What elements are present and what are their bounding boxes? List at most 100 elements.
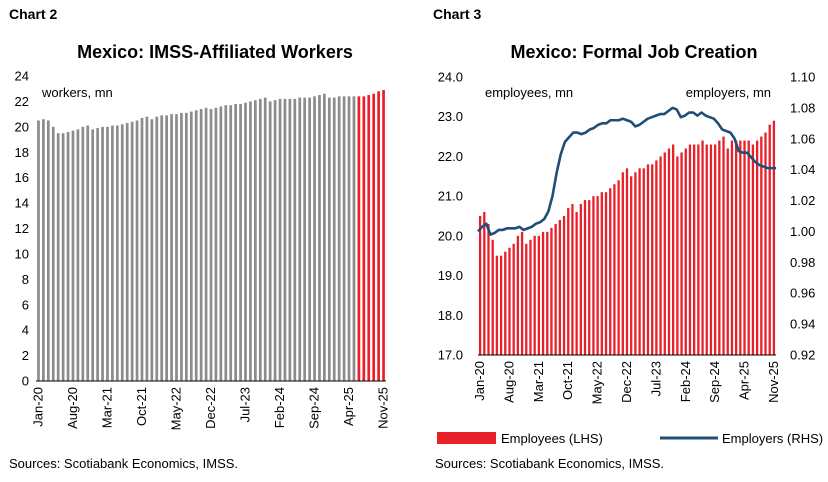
bar [739, 140, 742, 355]
y-tick-label-right: 1.02 [790, 193, 815, 208]
bar [209, 109, 213, 381]
y-tick-label: 16 [15, 170, 29, 185]
bar [529, 239, 532, 355]
x-tick-label: Feb-24 [678, 361, 693, 402]
y-tick-label: 24 [15, 69, 29, 84]
bar [617, 180, 620, 355]
y-tick-label-left: 24.0 [438, 70, 463, 85]
bar [56, 133, 60, 381]
bar [125, 123, 129, 382]
bar [382, 89, 385, 381]
bar [120, 124, 124, 381]
bar [377, 91, 380, 381]
bar [491, 239, 494, 355]
bar [592, 196, 595, 355]
legend-label-employees: Employees (LHS) [501, 431, 603, 446]
x-tick-label: May-22 [590, 361, 605, 404]
employers-line [477, 106, 776, 236]
bar [46, 120, 50, 381]
chart-panel-workers: Chart 2 Mexico: IMSS-Affiliated Workers … [9, 6, 391, 471]
legend-swatch-employees [437, 432, 496, 444]
y-tick-label: 10 [15, 246, 29, 261]
x-tick-label: Apr-25 [737, 361, 752, 400]
bar [150, 119, 154, 382]
bar [254, 100, 257, 382]
bar [273, 100, 277, 382]
bar [313, 96, 316, 381]
y-tick-label-left: 23.0 [438, 109, 463, 124]
bar [258, 98, 262, 382]
bar [512, 243, 515, 355]
bar [140, 117, 144, 381]
chart-panel-job-creation: Chart 3 Mexico: Formal Job Creation 17.0… [414, 0, 828, 482]
y-tick-label: 0 [22, 374, 29, 389]
bar [483, 212, 486, 355]
bar [625, 168, 629, 355]
bar [680, 152, 683, 355]
bar [630, 176, 633, 355]
bar [42, 119, 45, 382]
bar [655, 160, 658, 355]
bar [66, 131, 70, 381]
bar [646, 164, 650, 355]
bar [194, 110, 198, 381]
bar [189, 111, 193, 381]
bar [533, 235, 536, 355]
bar [111, 125, 114, 381]
bar [499, 255, 503, 355]
bar [504, 251, 507, 355]
bar [293, 98, 297, 382]
x-tick-label: Aug-20 [65, 387, 80, 429]
bar [663, 152, 666, 355]
job-creation-combo-chart: 17.0 18.0 19.0 20.0 21.0 22.0 23.0 24.0 0.92 0.94… [437, 70, 823, 446]
bar [91, 129, 95, 381]
y-tick-label-right: 1.00 [790, 224, 815, 239]
bar [229, 105, 233, 381]
y-tick-label-right: 0.96 [790, 286, 815, 301]
x-tick-label: Feb-24 [272, 387, 287, 428]
bar [37, 120, 40, 381]
bar [224, 105, 228, 381]
y-tick-label-left: 18.0 [438, 308, 463, 323]
unit-label: workers, mn [41, 85, 113, 100]
bar [550, 227, 553, 355]
bar [81, 126, 85, 381]
bar [372, 93, 376, 381]
y-tick-label-left: 21.0 [438, 189, 463, 204]
bar [743, 140, 746, 355]
y-tick-label-left: 19.0 [438, 268, 463, 283]
bar [362, 96, 366, 381]
y-tick-label-right: 0.94 [790, 317, 815, 332]
bar [145, 116, 149, 382]
source-note: Sources: Scotiabank Economics, IMSS. [9, 456, 239, 471]
x-tick-label: Dec-22 [203, 387, 218, 429]
bar [170, 114, 173, 382]
bar [130, 121, 134, 381]
bar [115, 125, 119, 381]
bar [367, 95, 371, 381]
bar [357, 96, 361, 381]
chart-title: Mexico: IMSS-Affiliated Workers [77, 42, 353, 62]
bar [135, 120, 139, 381]
chart-label: Chart 3 [433, 6, 482, 22]
bar [676, 156, 679, 355]
bar [718, 140, 721, 355]
bar [244, 102, 247, 381]
bar [688, 144, 692, 355]
bar [613, 184, 616, 355]
bar [621, 172, 624, 355]
bar [303, 97, 307, 381]
y-tick-label-right: 1.08 [790, 100, 815, 115]
x-tick-label: Sep-24 [707, 361, 722, 403]
bar [516, 235, 520, 355]
bar [332, 97, 336, 381]
bar [760, 136, 763, 355]
bar [263, 97, 267, 381]
bar [659, 156, 662, 355]
bar [318, 95, 321, 381]
bar [751, 144, 755, 355]
bar [638, 168, 641, 355]
bar [495, 255, 499, 355]
y-tick-label-right: 1.04 [790, 162, 815, 177]
